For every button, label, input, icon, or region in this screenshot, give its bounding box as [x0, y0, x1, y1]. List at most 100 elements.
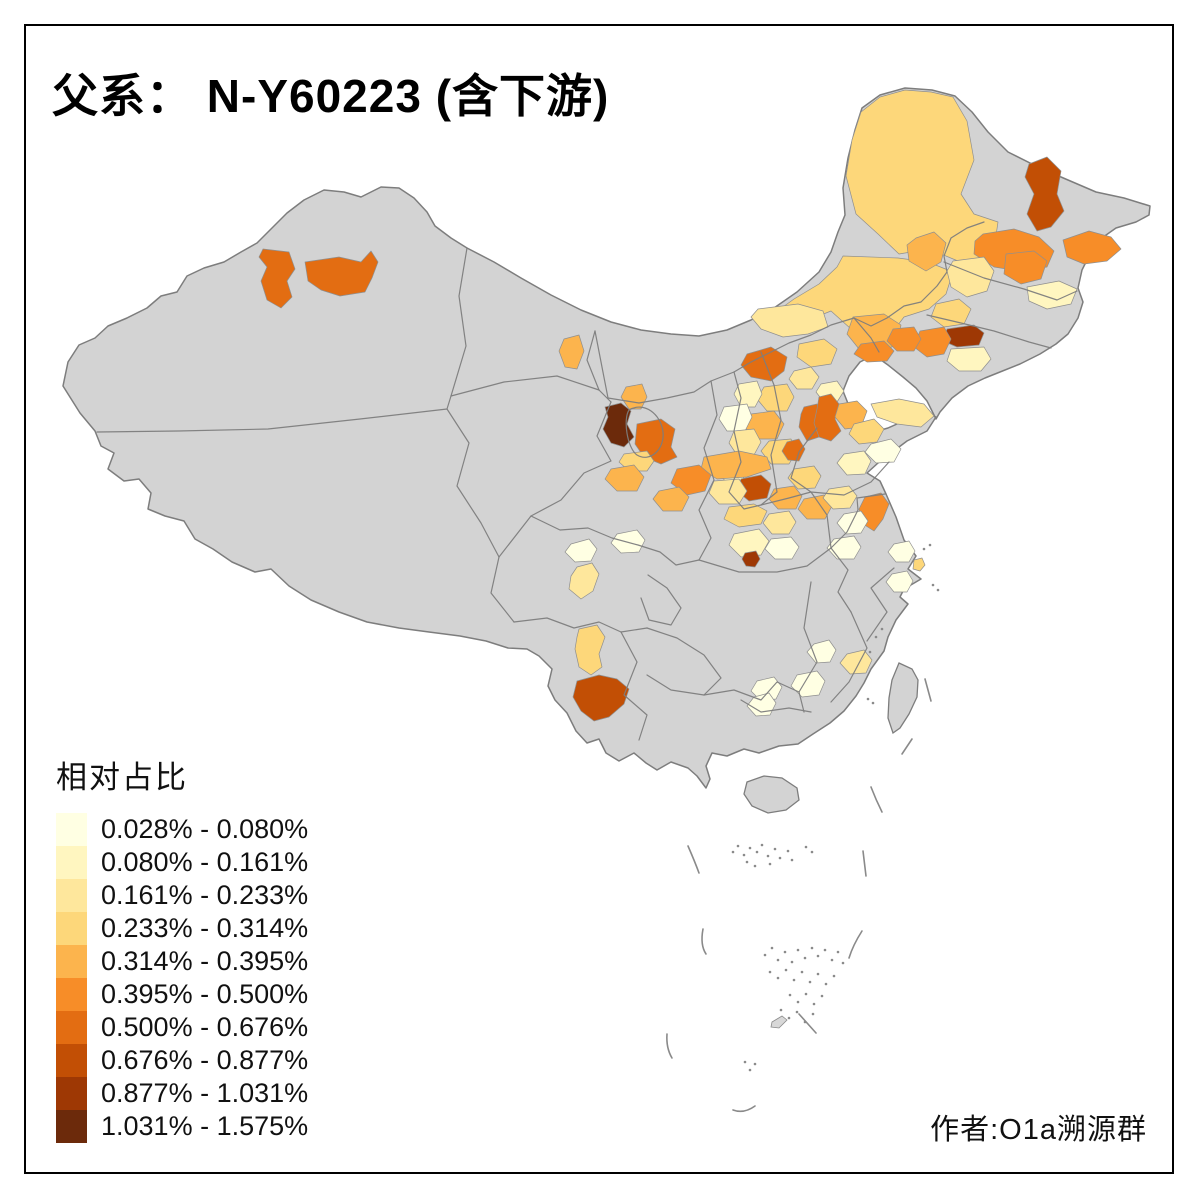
island-dot-6 — [760, 843, 764, 847]
legend-swatch-4 — [56, 912, 87, 945]
island-dot-51 — [753, 1062, 757, 1066]
sea-boundary-dash-5 — [924, 678, 932, 702]
legend-label-7: 0.500% - 0.676% — [101, 1012, 309, 1042]
province-border-24 — [646, 627, 722, 696]
legend-row-8: 0.676% - 0.877% — [56, 1044, 308, 1077]
legend-label-1: 0.028% - 0.080% — [101, 814, 309, 844]
island-dot-5 — [755, 850, 759, 854]
island-dot-15 — [804, 845, 808, 849]
region-qinhuangdao — [853, 340, 895, 363]
island-dot-4 — [748, 846, 752, 850]
island-dot-50 — [748, 1068, 752, 1072]
island-dot-35 — [808, 980, 812, 984]
island-dot-37 — [824, 982, 828, 986]
sea-boundary-dash-6 — [901, 738, 913, 755]
sea-boundary-dash-10 — [732, 1105, 756, 1113]
legend-swatch-10 — [56, 1110, 87, 1143]
region-xilingol-south — [750, 303, 829, 338]
island-dot-53 — [880, 627, 884, 631]
legend-rows: 0.028% - 0.080% 0.080% - 0.161% 0.161% - 0… — [56, 813, 308, 1143]
island-dot-23 — [803, 956, 807, 960]
province-border-8 — [943, 261, 1078, 301]
legend-label-8: 0.676% - 0.877% — [101, 1045, 309, 1075]
legend-row-10: 1.031% - 1.575% — [56, 1110, 308, 1143]
region-puyang — [781, 438, 806, 462]
island-dot-34 — [800, 970, 804, 974]
island-dot-2 — [736, 844, 740, 848]
island-dot-39 — [788, 993, 792, 997]
province-border-13 — [698, 547, 832, 573]
sea-boundary-dash-1 — [687, 845, 700, 874]
island-dot-11 — [790, 858, 794, 862]
sea-boundary-dash-7 — [870, 786, 883, 813]
region-shennongjia — [741, 550, 761, 568]
sea-boundary-dash-3 — [701, 928, 707, 955]
region-tacheng — [258, 248, 296, 309]
legend-row-5: 0.314% - 0.395% — [56, 945, 308, 978]
island-dot-57 — [922, 547, 926, 551]
province-border-28 — [530, 515, 700, 566]
legend-swatch-2 — [56, 846, 87, 879]
province-border-5 — [586, 330, 600, 391]
legend-row-2: 0.080% - 0.161% — [56, 846, 308, 879]
island-dot-24 — [810, 946, 814, 950]
island-dot-3 — [742, 853, 746, 857]
island-dot-13 — [753, 864, 757, 868]
island-dot-21 — [790, 960, 794, 964]
province-border-18 — [866, 567, 895, 642]
island-dot-1 — [731, 850, 735, 854]
island-dot-47 — [803, 1020, 807, 1024]
province-border-17 — [830, 547, 852, 613]
island-dot-60 — [936, 588, 940, 592]
island-dot-17 — [763, 953, 767, 957]
region-jinan-binzhou — [813, 393, 842, 442]
region-hulunbuir — [845, 89, 999, 262]
region-chengde — [796, 338, 838, 368]
region-lanzhou — [604, 464, 645, 492]
legend-swatch-1 — [56, 813, 87, 846]
legend-label-10: 1.031% - 1.575% — [101, 1111, 309, 1141]
legend-swatch-5 — [56, 945, 87, 978]
province-border-25 — [640, 574, 682, 626]
region-zhaotong — [574, 624, 606, 676]
province-border-7 — [607, 221, 985, 404]
taiwan-island — [887, 662, 919, 735]
province-border-20 — [798, 581, 818, 713]
region-yunfu-pale — [746, 692, 777, 717]
region-pingliang-guyuan — [670, 464, 712, 496]
region-ganzhou-pale — [806, 639, 837, 664]
island-dot-58 — [928, 543, 932, 547]
region-shanghai — [912, 557, 926, 572]
region-suqian-pale — [836, 510, 869, 535]
island-dot-36 — [816, 972, 820, 976]
island-dot-16 — [810, 850, 814, 854]
island-dot-38 — [832, 974, 836, 978]
page-title: 父系： N-Y60223 (含下游) — [52, 70, 610, 122]
legend-label-9: 0.877% - 1.031% — [101, 1078, 309, 1108]
sea-islet-1 — [770, 1015, 788, 1029]
region-xuchang — [762, 510, 797, 535]
legend-title: 相对占比 — [56, 760, 188, 795]
province-border-21 — [740, 699, 812, 713]
region-xian-weinan — [723, 503, 768, 528]
province-border-22 — [513, 617, 648, 633]
legend-label-3: 0.161% - 0.233% — [101, 880, 309, 910]
province-border-9 — [926, 314, 1052, 349]
province-border-16 — [830, 493, 886, 549]
province-border-10 — [853, 317, 880, 353]
legend-row-9: 0.877% - 1.031% — [56, 1077, 308, 1110]
island-dot-20 — [783, 950, 787, 954]
region-xinzhou — [718, 403, 753, 432]
island-dot-55 — [866, 697, 870, 701]
island-dot-7 — [766, 854, 770, 858]
province-border-12 — [698, 380, 718, 561]
province-border-3 — [450, 375, 612, 403]
island-dot-41 — [804, 992, 808, 996]
region-huaihua-pale — [750, 676, 783, 702]
province-border-15 — [760, 491, 832, 549]
island-dot-52 — [874, 635, 878, 639]
island-dot-48 — [811, 1012, 815, 1016]
region-jilin-city — [1003, 250, 1048, 285]
island-dot-25 — [816, 954, 820, 958]
